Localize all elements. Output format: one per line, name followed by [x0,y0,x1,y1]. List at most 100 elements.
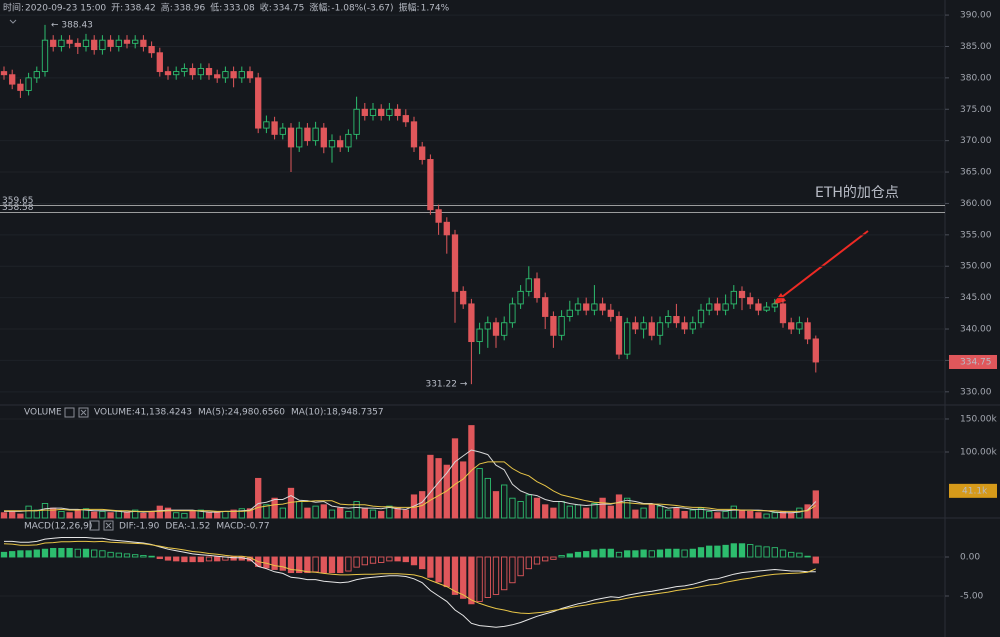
volume-bar [435,458,442,519]
price-line-label: 359.65 [2,196,34,206]
volume-bar [501,484,508,519]
candle-body [796,322,803,330]
macd-bar [25,550,32,558]
volume-bar [763,513,770,519]
candle-body [607,309,614,317]
settings-icon[interactable] [89,520,100,531]
macd-bar [58,547,65,558]
volume-bar [755,512,762,519]
close-icon[interactable] [103,520,114,531]
volume-bar [492,491,500,519]
close-icon-cross [105,522,112,529]
volume-bar [607,505,614,519]
volume-bar [665,509,672,519]
header-value: 338.42 [124,4,156,14]
macd-bar [550,556,557,560]
candle-body [492,322,500,336]
line-series [4,461,817,512]
macd-bar [427,556,434,578]
macd-bar [747,544,754,558]
macd-bar [197,556,204,563]
candle-body [386,108,393,116]
volume-bar [771,512,778,519]
collapse-icon[interactable] [9,19,17,24]
volume-bar [542,504,549,519]
candle-body [779,303,787,324]
volume-bar [812,490,819,519]
candle-body [0,71,8,76]
macd-bar [312,556,319,573]
price-line-label: 358.58 [2,203,34,213]
macd-bar [66,547,73,558]
candle-body [558,316,565,336]
volume-bar [451,438,459,519]
macd-bar [484,556,491,598]
candle-body [410,121,418,148]
macd-bar [640,549,647,558]
macd-bar [468,556,475,605]
price-badge-label: 334.75 [960,357,992,367]
y-tick-label: 370.00 [960,136,992,146]
macd-bar [214,556,221,562]
macd-bar [33,549,40,558]
macd-bar [369,556,377,564]
volume-bar [58,510,65,519]
candle-body [17,83,24,91]
macd-bar [648,550,655,558]
candle-body [255,77,262,129]
candle-body [730,290,737,305]
volume-bar [25,505,32,519]
candle-body [41,39,49,73]
header-label: 时间: [3,2,24,14]
volume-bar [255,477,262,519]
macd-bar [17,550,24,558]
macd-bar [173,556,180,562]
macd-bar [82,548,90,558]
candle-body [279,127,286,135]
macd-bar [566,553,573,558]
header-value: 1.74% [421,4,450,14]
candle-body [156,52,163,73]
volume-bar [730,505,737,519]
volume-bar [181,512,188,519]
macd-bar [738,543,746,558]
macd-bar [164,556,172,561]
candle-body [706,303,713,311]
volume-bar [788,512,795,519]
candle-body [574,303,582,311]
volume-bar [722,510,729,519]
volume-bar [99,510,106,519]
macd-bar [361,556,368,566]
volume-bar [271,497,278,519]
legend-entry: MACD:-0.77 [216,522,269,532]
macd-bar [706,545,713,558]
legend-entry: DEA:-1.52 [165,522,210,532]
macd-bar [320,556,327,574]
header-value: 2020-09-23 15:00 [25,4,106,14]
volume-bar [107,512,114,519]
macd-bar [345,556,352,572]
close-icon[interactable] [78,407,89,418]
candle-body [656,322,664,336]
volume-bar [230,509,237,519]
macd-bar [230,556,237,561]
macd-bar [730,543,737,558]
line-series [3,540,816,615]
volume-bar [263,504,270,519]
volume-bar [312,505,319,519]
macd-bar [607,548,614,558]
macd-bar [410,556,418,566]
volume-bar [591,503,598,519]
macd-bar [41,548,49,558]
candle-body [123,39,131,44]
y-tick-label: 350.00 [960,262,992,272]
volume-bar [533,497,541,519]
candle-body [583,303,590,311]
y-tick-label: 100.00k [960,447,997,457]
settings-icon[interactable] [64,407,75,418]
volume-bar [164,507,172,519]
volume-bar [378,510,385,519]
macd-bar [107,551,114,558]
header-label: 涨幅: [309,2,330,14]
